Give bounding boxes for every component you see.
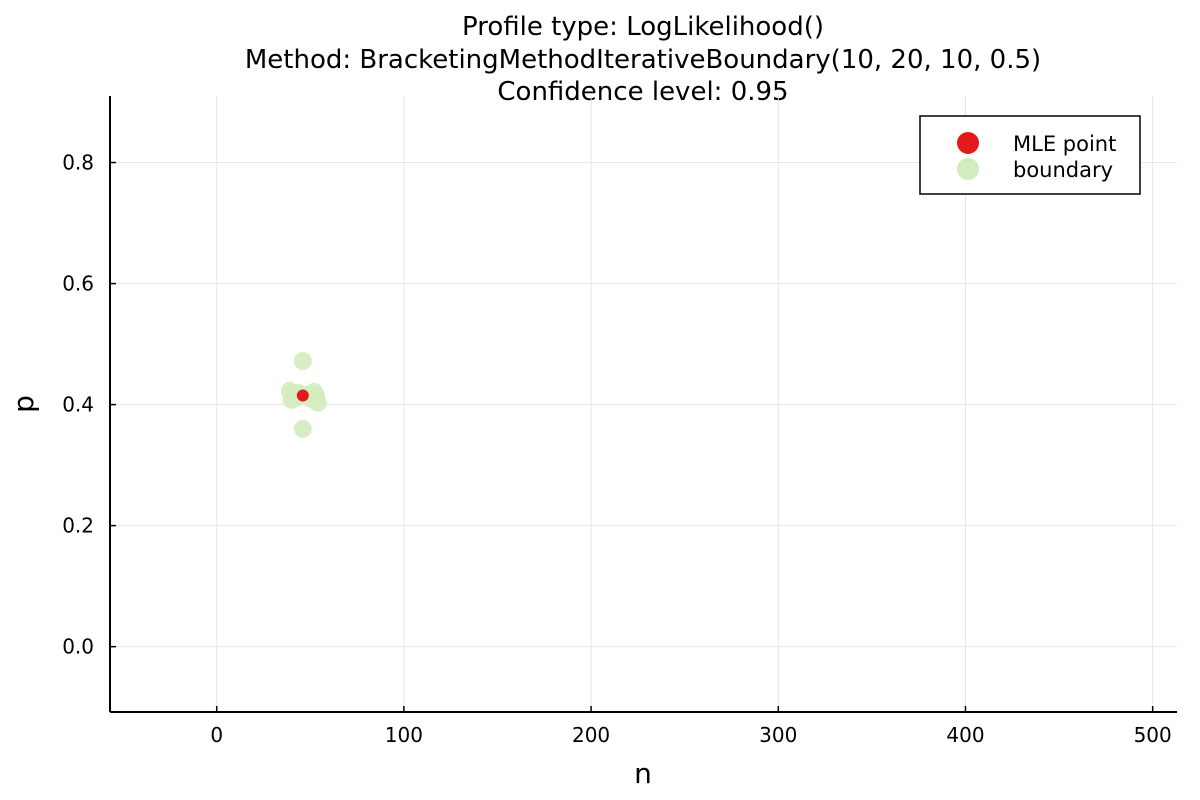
x-axis-label: n [634,757,652,790]
x-tick-label: 0 [210,723,223,747]
x-ticks: 0 100 200 300 400 500 [210,706,1172,747]
y-tick-label: 0.6 [62,272,94,296]
x-tick-label: 300 [759,723,797,747]
boundary-point [293,419,312,438]
title-line-1: Profile type: LogLikelihood() [462,12,824,42]
x-tick-label: 500 [1134,723,1172,747]
title-line-2: Method: BracketingMethodIterativeBoundar… [245,45,1041,75]
legend-label-boundary: boundary [1013,158,1113,182]
y-tick-label: 0.2 [62,514,94,538]
y-axis-label: p [7,395,40,413]
y-ticks: 0.0 0.2 0.4 0.6 0.8 [62,151,116,659]
data-points [280,352,327,438]
title-line-3: Confidence level: 0.95 [497,77,788,107]
y-tick-label: 0.4 [62,393,94,417]
x-tick-label: 100 [385,723,423,747]
legend-box [919,115,1141,195]
legend-marker-mle-point [957,132,979,154]
chart-title: Profile type: LogLikelihood() Method: Br… [245,12,1041,107]
x-tick-label: 400 [946,723,984,747]
mle-point-point [296,389,309,402]
x-tick-label: 200 [572,723,610,747]
y-tick-label: 0.0 [62,635,94,659]
legend-label-mle-point: MLE point [1013,132,1116,156]
legend: MLE point boundary [919,115,1141,195]
grid [110,96,1177,712]
y-tick-label: 0.8 [62,151,94,175]
legend-marker-boundary [957,158,979,180]
boundary-point [293,352,312,371]
